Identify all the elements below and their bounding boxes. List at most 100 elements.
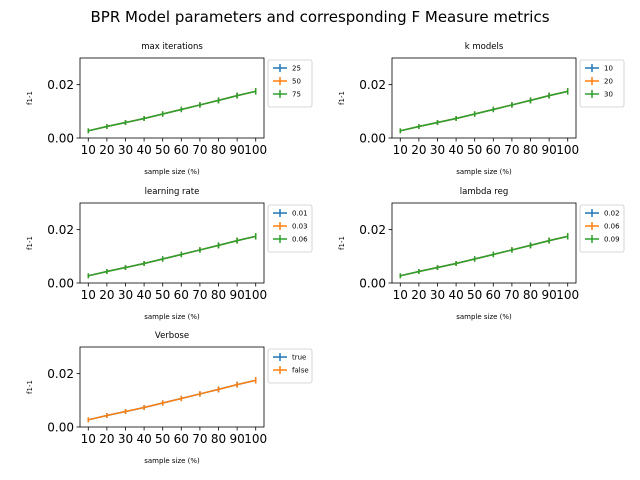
x-axis-label: sample size (%) xyxy=(144,168,200,176)
x-axis-label: sample size (%) xyxy=(144,313,200,321)
legend: 10 20 30 xyxy=(579,59,625,108)
x-tick-label: 100 xyxy=(244,432,267,446)
x-tick-label: 60 xyxy=(174,288,189,302)
legend-label: 0.06 xyxy=(604,223,620,231)
series-0.03 xyxy=(87,233,257,279)
x-tick-label: 90 xyxy=(229,143,244,157)
subplot-title: Verbose xyxy=(155,331,189,341)
x-tick-label: 10 xyxy=(81,288,96,302)
series-25 xyxy=(87,88,257,134)
subplot-title: k models xyxy=(465,42,504,52)
x-tick-label: 20 xyxy=(411,288,426,302)
legend-box xyxy=(579,204,625,253)
x-tick-label: 10 xyxy=(393,288,408,302)
series-line xyxy=(88,379,256,421)
series-line xyxy=(88,235,256,277)
x-tick-label: 10 xyxy=(81,143,96,157)
legend-label: 0.06 xyxy=(292,236,308,244)
legend-label: false xyxy=(292,367,309,375)
y-tick-label: 0.02 xyxy=(359,223,386,237)
y-axis-label: f1-1 xyxy=(338,91,346,105)
legend: true false xyxy=(267,348,313,384)
figure-suptitle: BPR Model parameters and corresponding F… xyxy=(90,8,549,26)
series-0.09 xyxy=(399,233,569,279)
series-30 xyxy=(399,88,569,134)
x-tick-label: 20 xyxy=(99,288,114,302)
x-tick-label: 30 xyxy=(118,143,133,157)
y-axis-label: f1-1 xyxy=(338,236,346,250)
x-tick-label: 30 xyxy=(430,288,445,302)
y-tick-label: 0.00 xyxy=(359,132,386,146)
x-tick-label: 70 xyxy=(192,288,207,302)
x-axis-label: sample size (%) xyxy=(456,313,512,321)
axes-frame xyxy=(391,57,577,139)
legend: 0.01 0.03 0.06 xyxy=(267,204,313,253)
series-true xyxy=(87,377,257,423)
subplot-title: lambda reg xyxy=(460,187,509,197)
subplot-3: learning rate 10 20 30 40 50 60 70 80 90 100 0.00 0.… xyxy=(26,187,313,321)
x-tick-label: 50 xyxy=(155,143,170,157)
x-tick-label: 60 xyxy=(174,432,189,446)
series-false xyxy=(87,377,257,423)
x-tick-label: 100 xyxy=(244,143,267,157)
y-tick-label: 0.00 xyxy=(359,277,386,291)
x-tick-label: 60 xyxy=(174,143,189,157)
series-0.02 xyxy=(399,233,569,279)
legend: 25 50 75 xyxy=(267,59,313,108)
x-tick-label: 50 xyxy=(155,288,170,302)
subplot-5: Verbose 10 20 30 40 50 60 70 80 90 100 0.00 0.02 samp… xyxy=(26,331,313,465)
y-axis-label: f1-1 xyxy=(26,236,34,250)
legend-label: 75 xyxy=(292,91,301,99)
x-tick-label: 70 xyxy=(504,288,519,302)
x-tick-label: 40 xyxy=(136,288,151,302)
x-tick-label: 100 xyxy=(556,143,579,157)
subplot-4: lambda reg 10 20 30 40 50 60 70 80 90 100 0.00 0.02 s… xyxy=(338,187,625,321)
legend-label: 25 xyxy=(292,65,301,73)
legend-box xyxy=(267,59,313,108)
x-tick-label: 90 xyxy=(541,143,556,157)
legend-label: 50 xyxy=(292,78,301,86)
series-line xyxy=(88,90,256,132)
legend: 0.02 0.06 0.09 xyxy=(579,204,625,253)
x-tick-label: 90 xyxy=(541,288,556,302)
x-tick-label: 60 xyxy=(486,288,501,302)
axes-frame xyxy=(391,202,577,284)
x-tick-label: 80 xyxy=(211,288,226,302)
y-tick-label: 0.00 xyxy=(47,132,74,146)
series-50 xyxy=(87,88,257,134)
legend-box xyxy=(579,59,625,108)
x-tick-label: 30 xyxy=(118,432,133,446)
legend-label: 20 xyxy=(604,78,613,86)
x-axis-label: sample size (%) xyxy=(456,168,512,176)
subplot-1: max iterations 10 20 30 40 50 60 70 80 90 100 0.00 0… xyxy=(26,42,313,176)
x-tick-label: 90 xyxy=(229,432,244,446)
y-tick-label: 0.02 xyxy=(359,78,386,92)
x-tick-label: 10 xyxy=(393,143,408,157)
x-tick-label: 80 xyxy=(523,288,538,302)
series-line xyxy=(400,90,568,132)
x-tick-label: 90 xyxy=(229,288,244,302)
y-tick-label: 0.02 xyxy=(47,78,74,92)
legend-label: 0.09 xyxy=(604,236,620,244)
series-0.06 xyxy=(399,233,569,279)
x-tick-label: 80 xyxy=(211,143,226,157)
axes-frame xyxy=(79,57,265,139)
y-tick-label: 0.02 xyxy=(47,367,74,381)
subplot-title: learning rate xyxy=(145,187,200,197)
series-0.01 xyxy=(87,233,257,279)
x-tick-label: 60 xyxy=(486,143,501,157)
x-tick-label: 80 xyxy=(523,143,538,157)
y-tick-label: 0.00 xyxy=(47,277,74,291)
x-tick-label: 50 xyxy=(467,288,482,302)
legend-label: 0.03 xyxy=(292,223,308,231)
x-tick-label: 70 xyxy=(192,432,207,446)
legend-label: 10 xyxy=(604,65,613,73)
legend-label: 0.01 xyxy=(292,210,308,218)
x-tick-label: 20 xyxy=(411,143,426,157)
y-axis-label: f1-1 xyxy=(26,91,34,105)
x-tick-label: 40 xyxy=(448,143,463,157)
subplot-title: max iterations xyxy=(141,42,203,52)
